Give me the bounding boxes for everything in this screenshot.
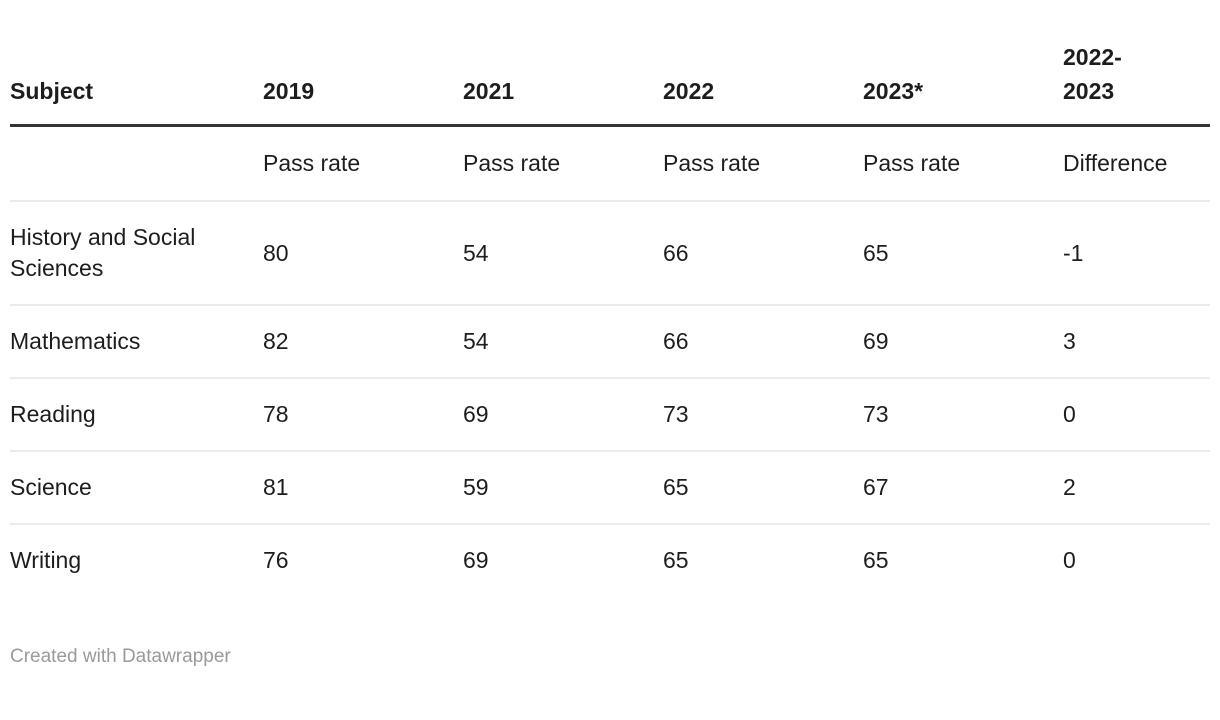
cell-value: 0 bbox=[1063, 547, 1076, 573]
column-header-label: 2022-2023 bbox=[1063, 44, 1122, 104]
cell-value: 3 bbox=[1063, 305, 1210, 379]
cell-subject: History and Social Sciences bbox=[10, 201, 263, 306]
cell-value: 66 bbox=[663, 201, 863, 306]
cell-value: 54 bbox=[463, 305, 663, 379]
subheader-subject bbox=[10, 125, 263, 202]
cell-subject: Writing bbox=[10, 547, 82, 573]
cell-value: 82 bbox=[263, 305, 463, 379]
column-header-2022: 2022 bbox=[663, 0, 863, 127]
subheader-2022: Pass rate bbox=[663, 125, 863, 202]
cell-value: 59 bbox=[463, 451, 663, 525]
column-header-label: 2022 bbox=[663, 78, 715, 104]
table-row: Science 81 59 65 67 2 bbox=[10, 451, 1210, 525]
table-subheader-row: Pass rate Pass rate Pass rate Pass rate … bbox=[10, 125, 1210, 202]
datawrapper-credit-link[interactable]: Created with Datawrapper bbox=[10, 646, 231, 667]
cell-value: 65 bbox=[863, 201, 1063, 306]
column-header-subject: Subject bbox=[10, 0, 263, 127]
subheader-2023: Pass rate bbox=[863, 125, 1063, 202]
cell-subject: Mathematics bbox=[10, 305, 263, 379]
column-header-2022-2023: 2022-2023 bbox=[1063, 0, 1210, 127]
cell-value: 2 bbox=[1063, 451, 1210, 525]
column-header-2023: 2023* bbox=[863, 0, 1063, 127]
cell-value: 81 bbox=[263, 451, 463, 525]
column-header-2019: 2019 bbox=[263, 0, 463, 127]
cell-value: 69 bbox=[463, 547, 489, 573]
cell-value: 69 bbox=[463, 378, 663, 452]
pass-rate-table: Subject 2019 2021 2022 2023* 2022-2023 bbox=[10, 0, 1210, 596]
column-header-label: 2021 bbox=[463, 78, 515, 104]
cell-value: 76 bbox=[263, 547, 289, 573]
column-header-label: 2023* bbox=[863, 78, 924, 104]
table-row: Writing 76 69 65 65 0 bbox=[10, 524, 1210, 596]
cell-value: 67 bbox=[863, 451, 1063, 525]
attribution: Created with Datawrapper bbox=[10, 646, 1210, 668]
cell-subject: Science bbox=[10, 451, 263, 525]
cell-value: -1 bbox=[1063, 201, 1210, 306]
table-row: Reading 78 69 73 73 0 bbox=[10, 378, 1210, 452]
table-row: History and Social Sciences 80 54 66 65 … bbox=[10, 201, 1210, 306]
cell-value: 80 bbox=[263, 201, 463, 306]
table-row: Mathematics 82 54 66 69 3 bbox=[10, 305, 1210, 379]
cell-value: 78 bbox=[263, 378, 463, 452]
cell-value: 54 bbox=[463, 201, 663, 306]
cell-value: 65 bbox=[663, 547, 689, 573]
cell-value: 66 bbox=[663, 305, 863, 379]
cell-value: 65 bbox=[863, 547, 889, 573]
column-header-label: 2019 bbox=[263, 78, 315, 104]
cell-value: 69 bbox=[863, 305, 1063, 379]
column-header-2021: 2021 bbox=[463, 0, 663, 127]
subheader-difference: Difference bbox=[1063, 125, 1210, 202]
cell-subject: Reading bbox=[10, 378, 263, 452]
column-header-label: Subject bbox=[10, 78, 94, 104]
cell-value: 65 bbox=[663, 451, 863, 525]
cell-value: 0 bbox=[1063, 378, 1210, 452]
cell-value: 73 bbox=[863, 378, 1063, 452]
table-header-row: Subject 2019 2021 2022 2023* 2022-2023 bbox=[10, 0, 1210, 127]
cell-value: 73 bbox=[663, 378, 863, 452]
subheader-2019: Pass rate bbox=[263, 125, 463, 202]
subheader-2021: Pass rate bbox=[463, 125, 663, 202]
